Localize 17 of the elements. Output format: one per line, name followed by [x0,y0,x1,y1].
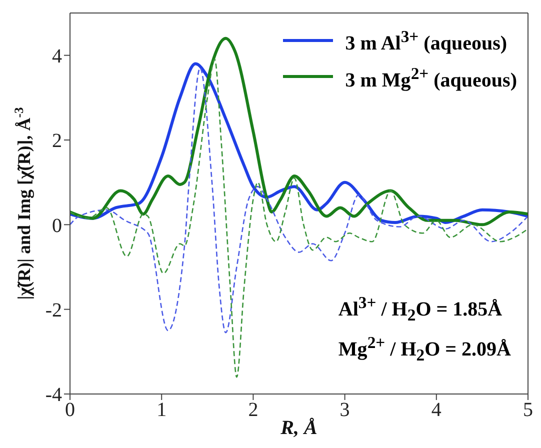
x-tick-label: 1 [156,399,167,422]
annotation: Al$^{3+}$ / H$_{2}$O = 1.85Å [338,292,504,326]
line-series [70,67,528,334]
y-tick-label: 4 [52,45,62,68]
y-tick-label: 0 [52,214,62,237]
y-tick-label: -2 [45,299,62,322]
legend-label: 3 m Al$^{3+}$ (aqueous) [345,26,508,57]
annotation: Mg$^{2+}$ / H$_{2}$O = 2.09Å [338,332,511,367]
x-tick-label: 3 [340,399,350,422]
x-tick-label: 2 [248,399,258,422]
x-tick-label: 4 [431,399,442,422]
y-tick-label: -4 [45,384,62,406]
x-axis-title: R, Å [280,417,318,439]
y-tick-label: 2 [52,130,62,152]
line-series [70,58,528,378]
legend-label: 3 m Mg$^{2+}$ (aqueous) [345,62,517,94]
x-tick-label: 5 [523,399,533,422]
